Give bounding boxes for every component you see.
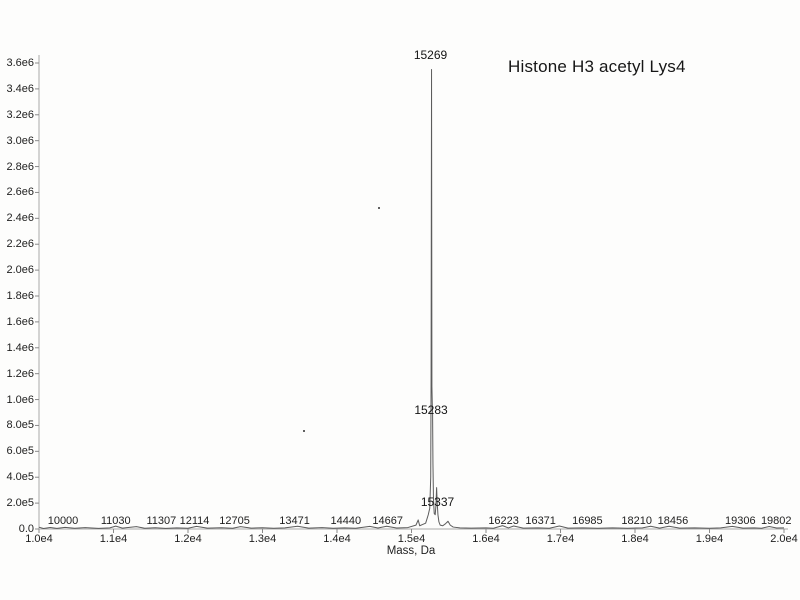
x-tick-label: 1.7e4 xyxy=(546,533,575,545)
y-tick-label: 2.2e6 xyxy=(6,238,34,251)
minor-peak-label: 11030 xyxy=(100,515,131,527)
y-tick-label: 1.4e6 xyxy=(6,341,34,354)
y-tick-label: 1.8e6 xyxy=(6,290,34,302)
minor-peak-label: 16371 xyxy=(525,515,556,527)
x-axis-title: Mass, Da xyxy=(386,545,436,557)
minor-peak-label: 19802 xyxy=(760,515,792,527)
x-tick-label: 1.9e4 xyxy=(695,533,724,545)
x-tick-label: 1.3e4 xyxy=(248,533,277,545)
minor-peak-label: 19306 xyxy=(725,515,756,527)
y-tick-label: 0.0 xyxy=(18,523,34,535)
y-tick-label: 3.0e6 xyxy=(6,134,34,147)
x-tick-label: 1.4e4 xyxy=(323,533,351,545)
y-tick-label: 3.2e6 xyxy=(6,108,34,121)
spectrum-trace xyxy=(38,68,785,529)
y-tick-label: 3.4e6 xyxy=(6,82,34,95)
minor-peak-label: 13471 xyxy=(279,515,310,527)
x-tick-label: 1.5e4 xyxy=(397,533,426,545)
y-tick-label: 2.0e6 xyxy=(6,264,34,277)
minor-peak-label: 18456 xyxy=(657,515,689,527)
peak-annotation-label: 15269 xyxy=(413,48,448,62)
x-tick-label: 1.0e4 xyxy=(25,533,53,545)
y-tick-label: 6.0e5 xyxy=(6,445,34,458)
minor-peak-label: 12114 xyxy=(179,515,210,527)
y-tick-label: 1.2e6 xyxy=(6,367,34,380)
y-tick-label: 1.6e6 xyxy=(6,315,34,328)
scan-speck xyxy=(303,430,305,432)
minor-peak-label: 14667 xyxy=(372,515,403,527)
scan-speck xyxy=(378,207,380,209)
x-tick-label: 2.0e4 xyxy=(770,533,798,545)
peak-annotation-label: 15283 xyxy=(414,403,448,417)
minor-peak-label: 12705 xyxy=(219,515,250,527)
y-tick-label: 8.0e5 xyxy=(6,419,34,432)
y-tick-label: 2.0e5 xyxy=(6,497,34,510)
y-tick-label: 1.0e6 xyxy=(6,393,34,406)
minor-peak-label: 10000 xyxy=(47,515,79,527)
minor-peak-label: 11307 xyxy=(146,515,177,527)
y-tick-label: 3.6e6 xyxy=(6,57,34,69)
x-tick-label: 1.6e4 xyxy=(472,533,500,545)
y-tick-label: 2.6e6 xyxy=(6,186,34,199)
y-tick-label: 2.8e6 xyxy=(6,160,34,173)
minor-peak-label: 18210 xyxy=(621,515,652,527)
y-tick-label: 4.0e5 xyxy=(6,471,34,484)
x-tick-label: 1.8e4 xyxy=(621,533,649,545)
y-tick-label: 2.4e6 xyxy=(6,212,34,225)
x-tick-label: 1.1e4 xyxy=(99,533,128,545)
minor-peak-label: 16985 xyxy=(572,515,603,527)
peak-annotation-label: 15337 xyxy=(420,495,455,509)
minor-peak-label: 16223 xyxy=(488,515,519,527)
minor-peak-label: 14440 xyxy=(330,515,362,527)
x-tick-label: 1.2e4 xyxy=(174,533,202,545)
chart-title: Histone H3 acetyl Lys4 xyxy=(508,57,686,76)
